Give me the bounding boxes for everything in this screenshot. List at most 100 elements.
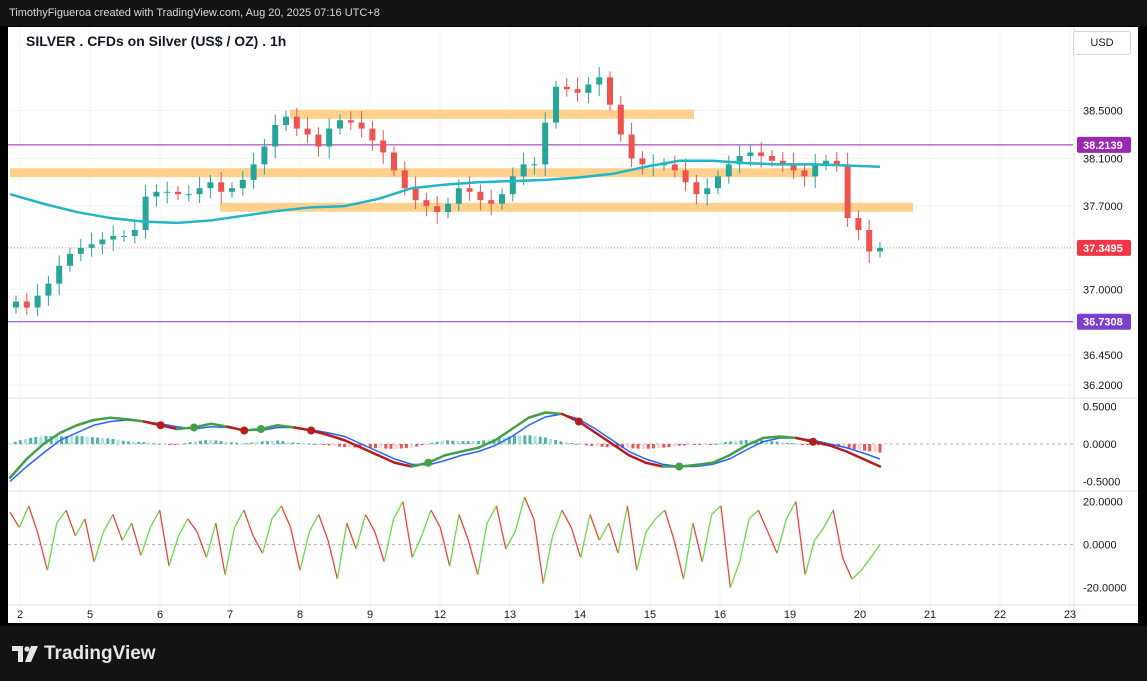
osc-line-segment [271,505,282,520]
macd-hist-bar [435,441,439,444]
candle-body [250,164,257,180]
macd-hist-bar [852,444,856,450]
macd-cross-dot [809,437,818,446]
candle-body [833,160,840,165]
macd-hist-bar [183,443,187,445]
candles [13,67,883,317]
level-badge-bg [1077,313,1131,330]
macd-hist-bar [610,444,614,448]
time-tick-label: 16 [714,609,726,621]
macd-line-segment [460,446,480,453]
macd-hist-bar [471,441,475,444]
osc-line-segment [711,505,722,516]
osc-line-segment [56,509,67,524]
macd-hist-bar [111,438,115,444]
osc-line-segment [823,509,834,528]
macd-cross-dot [675,462,684,471]
candle-body [661,164,667,166]
macd-hist-bar [173,444,177,445]
osc-line-segment [374,531,385,563]
macd-line-segment [728,444,748,457]
osc-line-segment [18,505,30,528]
osc-line-segment [355,514,367,550]
macd-hist-bar [34,437,38,444]
chart-title: SILVER . CFDs on Silver (US$ / OZ) . 1h [26,33,287,49]
osc-line-segment [65,509,77,537]
macd-hist-bar [600,444,604,447]
candle-body [877,247,883,252]
candle-body [272,125,279,147]
macd-hist-bar [708,444,712,445]
macd-hist-bar [569,443,573,445]
macd-line-segment [778,435,798,440]
osc-line-segment [28,505,39,535]
osc-line-segment [739,518,750,563]
candle-body [412,188,419,201]
osc-line-segment [523,497,535,520]
osc-line-segment [364,514,376,533]
macd-hist-bar [626,444,630,449]
candle-body [34,295,41,308]
macd-hist-bar [265,441,269,444]
macd-hist-bar [790,443,794,445]
chart-panel[interactable]: 38.5000 38.1000 37.7000 37.0000 36.4500 36.20… [8,27,1138,623]
osc-line-segment [757,509,769,532]
candle-body [715,176,721,189]
osc-line-segment [46,523,58,571]
macd-hist-bar [703,444,707,445]
candle-body [110,235,117,240]
macd-hist-bar [590,444,594,446]
macd-hist-bar [168,444,172,445]
osc-line-segment [514,497,526,532]
macd-hist-bar [65,436,69,444]
candle-body [77,247,84,254]
macd-hist-bar [440,440,444,444]
price-tick-label: 36.2000 [1083,380,1123,392]
last-price-badge: 37.3495 [1083,243,1123,255]
macd-hist-bar [801,444,805,445]
macd-line-segment [276,424,296,429]
chart-canvas[interactable]: 38.5000 38.1000 37.7000 37.0000 36.4500 36.20… [8,27,1138,623]
osc-line-segment [318,514,329,541]
macd-hist-bar [312,443,316,445]
macd-hist-bar [193,441,197,444]
candle-body [218,182,225,192]
candle-body [304,128,311,135]
osc-line-segment [449,514,460,567]
osc-line-segment [804,540,816,575]
macd-hist-bar [389,444,393,449]
osc-line-segment [776,518,788,554]
macd-tick-label: 0.0000 [1083,439,1117,451]
macd-hist-bar [18,440,22,444]
tradingview-logo[interactable]: TradingView [12,643,156,665]
candle-body [13,301,19,308]
macd-hist-bar [224,441,228,444]
candle-body [88,244,95,248]
macd-hist-bar [682,444,686,446]
candle-body [704,188,711,195]
macd-tick-label: -0.5000 [1083,477,1120,489]
osc-line-segment [233,509,245,528]
osc-line-segment [327,540,339,580]
macd-hist-bar [142,442,146,444]
candle-body [45,283,52,296]
osc-line-segment [290,527,301,571]
osc-line-segment [205,522,217,558]
macd-hist-bar [446,440,450,444]
macd-hist-bar [543,437,547,444]
macd-hist-bar [785,442,789,444]
candle-body [466,188,473,192]
candle-body [369,128,376,141]
osc-line-segment [467,540,479,575]
macd-line-segment [761,435,781,440]
macd-hist-bar [90,437,94,444]
osc-line-segment [383,518,395,563]
macd-line-segment [58,424,79,434]
macd-line-segment [8,457,28,479]
osc-line-segment [37,533,49,571]
candle-body [531,164,538,166]
macd-line-segment [611,442,631,457]
currency-button[interactable]: USD [1073,31,1131,55]
osc-line-segment [252,535,264,554]
ema-line [9,159,881,225]
